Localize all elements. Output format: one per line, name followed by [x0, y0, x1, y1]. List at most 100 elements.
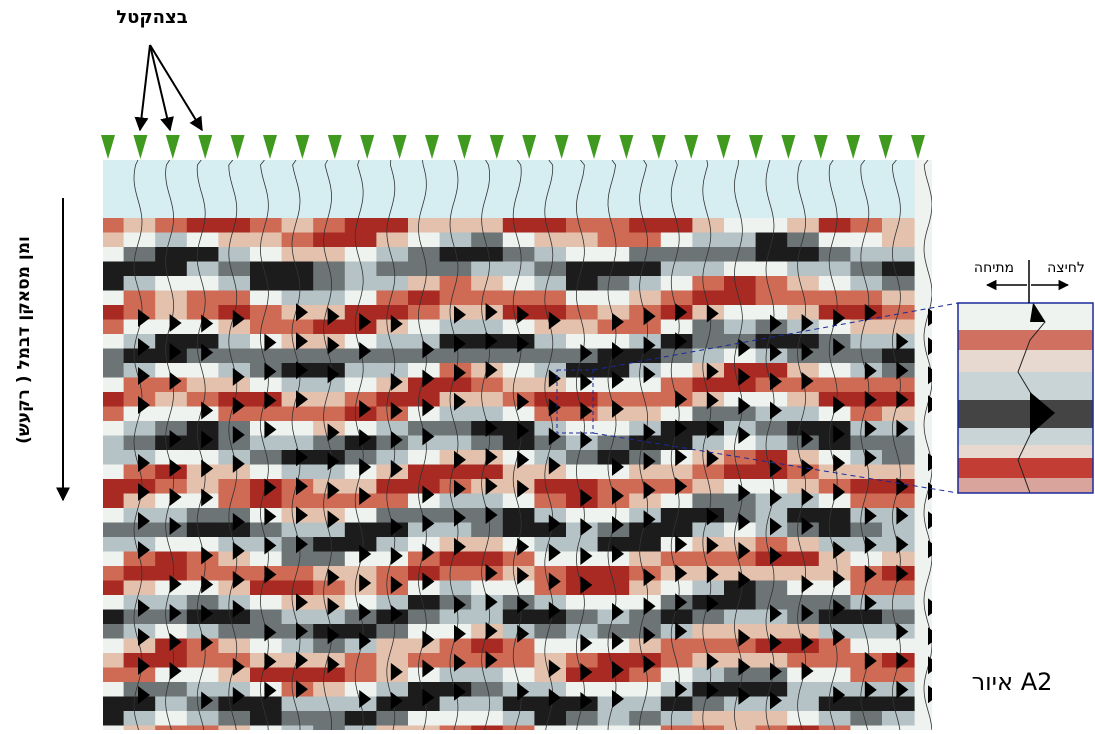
amplitude-cell [471, 697, 504, 712]
amplitude-cell [756, 262, 789, 277]
geophone [457, 135, 471, 159]
amplitude-cell [440, 160, 473, 175]
amplitude-cell [282, 189, 315, 204]
amplitude-cell [155, 276, 188, 291]
amplitude-cell [882, 436, 915, 451]
amplitude-cell [124, 711, 157, 726]
amplitude-cell [92, 668, 125, 683]
amplitude-cell [282, 697, 315, 712]
amplitude-cell [787, 392, 820, 407]
amplitude-cell [724, 450, 757, 465]
amplitude-cell [250, 697, 283, 712]
amplitude-cell [345, 218, 378, 233]
amplitude-cell [661, 378, 694, 393]
amplitude-cell [471, 552, 504, 567]
amplitude-cell [882, 349, 915, 364]
wiggle-fill [928, 598, 940, 616]
amplitude-cell [376, 233, 409, 248]
amplitude-cell [250, 349, 283, 364]
amplitude-cell [250, 291, 283, 306]
amplitude-cell [187, 291, 220, 306]
amplitude-cell [598, 189, 631, 204]
amplitude-cell [250, 204, 283, 219]
amplitude-cell [92, 697, 125, 712]
amplitude-cell [313, 726, 346, 731]
amplitude-cell [692, 697, 725, 712]
amplitude-cell [124, 421, 157, 436]
amplitude-cell [250, 160, 283, 175]
amplitude-cell [187, 523, 220, 538]
wiggle-fill [928, 308, 940, 326]
amplitude-cell [345, 204, 378, 219]
amplitude-cell [598, 291, 631, 306]
amplitude-cell [345, 726, 378, 731]
amplitude-cell [345, 508, 378, 523]
amplitude-cell [250, 247, 283, 262]
geophone [879, 135, 893, 159]
amplitude-cell [598, 247, 631, 262]
amplitude-cell [282, 610, 315, 625]
amplitude-cell [250, 233, 283, 248]
amplitude-cell [408, 291, 441, 306]
amplitude-cell [598, 421, 631, 436]
amplitude-cell [408, 247, 441, 262]
amplitude-cell [566, 465, 599, 480]
amplitude-cell [819, 363, 852, 378]
amplitude-cell [534, 247, 567, 262]
amplitude-cell [440, 262, 473, 277]
arrow [140, 45, 150, 130]
geophone [198, 135, 212, 159]
amplitude-cell [440, 436, 473, 451]
amplitude-cell [819, 262, 852, 277]
amplitude-cell [819, 233, 852, 248]
amplitude-cell [440, 233, 473, 248]
amplitude-cell [92, 465, 125, 480]
amplitude-cell [850, 262, 883, 277]
amplitude-cell [850, 610, 883, 625]
inset-band [958, 372, 1093, 402]
amplitude-cell [92, 305, 125, 320]
amplitude-cell [345, 363, 378, 378]
amplitude-cell [218, 726, 251, 731]
amplitude-cell [503, 189, 536, 204]
amplitude-cell [218, 624, 251, 639]
amplitude-cell [882, 189, 915, 204]
geophone [328, 135, 342, 159]
amplitude-cell [503, 291, 536, 306]
amplitude-cell [408, 262, 441, 277]
amplitude-cell [850, 218, 883, 233]
amplitude-cell [313, 711, 346, 726]
amplitude-cell [187, 276, 220, 291]
amplitude-cell [692, 262, 725, 277]
amplitude-cell [598, 175, 631, 190]
amplitude-cell [850, 175, 883, 190]
amplitude-cell [819, 218, 852, 233]
amplitude-cell [598, 726, 631, 731]
amplitude-cell [850, 334, 883, 349]
amplitude-cell [661, 291, 694, 306]
amplitude-cell [756, 276, 789, 291]
amplitude-cell [408, 160, 441, 175]
amplitude-cell [882, 494, 915, 509]
amplitude-cell [376, 276, 409, 291]
amplitude-cell [92, 160, 125, 175]
amplitude-cell [471, 581, 504, 596]
wiggle-fill [928, 656, 940, 674]
amplitude-cell [471, 320, 504, 335]
amplitude-cell [629, 233, 662, 248]
amplitude-cell [376, 218, 409, 233]
amplitude-cell [819, 276, 852, 291]
amplitude-cell [692, 320, 725, 335]
wiggle-fill [928, 366, 940, 384]
wiggle-fill [928, 395, 940, 413]
amplitude-cell [850, 291, 883, 306]
amplitude-cell [850, 436, 883, 451]
amplitude-cell [534, 726, 567, 731]
amplitude-cell [882, 204, 915, 219]
amplitude-cell [155, 233, 188, 248]
amplitude-cell [534, 494, 567, 509]
amplitude-cell [408, 465, 441, 480]
amplitude-cell [250, 320, 283, 335]
amplitude-cell [250, 523, 283, 538]
amplitude-cell [692, 552, 725, 567]
